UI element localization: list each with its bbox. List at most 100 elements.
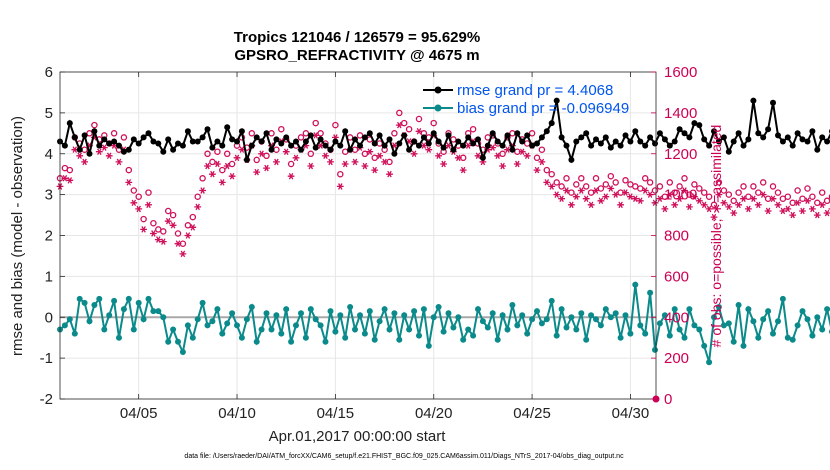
chart-title: Tropics 121046 / 126579 = 95.629%	[234, 29, 480, 46]
bias-point-86	[479, 318, 486, 325]
rmse-point-134	[715, 138, 722, 145]
rmse-point-90	[499, 142, 506, 149]
rmse-point-123	[661, 136, 668, 143]
bias-point-35	[229, 310, 236, 317]
rmse-point-62	[361, 134, 368, 141]
assimilated-point-35	[228, 172, 236, 180]
rmse-point-89	[494, 138, 501, 145]
bias-point-92	[509, 302, 516, 308]
rmse-point-88	[489, 130, 496, 137]
possible-point-123	[661, 193, 669, 200]
rmse-point-151	[799, 136, 806, 143]
assimilated-point-85	[474, 152, 482, 160]
possible-point-56	[332, 121, 339, 129]
possible-point-23	[169, 211, 177, 219]
bias-point-113	[612, 310, 619, 317]
possible-point-127	[681, 175, 688, 182]
rmse-point-98	[538, 134, 545, 141]
assimilated-point-25	[179, 250, 187, 258]
rmse-point-92	[509, 146, 516, 153]
assimilated-point-145	[769, 195, 777, 203]
rmse-point-28	[194, 138, 201, 145]
bias-point-110	[597, 322, 604, 329]
bias-point-142	[755, 334, 762, 341]
assimilated-point-55	[327, 158, 334, 166]
assimilated-point-17	[140, 226, 147, 233]
bias-point-105	[573, 326, 580, 333]
assimilated-point-18	[145, 201, 152, 209]
bias-point-53	[317, 322, 324, 329]
bias-point-22	[165, 338, 172, 345]
rmse-point-85	[475, 136, 481, 143]
possible-point-29	[199, 175, 206, 182]
rmse-point-61	[357, 142, 363, 149]
possible-point-11	[110, 130, 118, 137]
rmse-point-81	[455, 138, 462, 145]
assimilated-point-93	[513, 160, 521, 168]
rmse-point-16	[135, 140, 142, 147]
bias-point-134	[715, 304, 722, 310]
assimilated-point-153	[809, 205, 816, 213]
data-file-footer: data file: /Users/raeder/DAI/ATM_forcXX/…	[184, 453, 624, 460]
rmse-point-5	[81, 132, 88, 139]
assimilated-point-124	[666, 191, 674, 198]
assimilated-point-142	[754, 201, 762, 209]
assimilated-point-24	[174, 240, 182, 247]
bias-point-78	[440, 328, 447, 335]
rmse-point-132	[706, 142, 713, 149]
bias-point-65	[376, 318, 383, 325]
bias-point-10	[106, 312, 113, 319]
bias-point-117	[632, 281, 639, 288]
bias-point-2	[66, 316, 73, 323]
assimilated-point-97	[533, 166, 541, 174]
y-tick-label-5: 3	[45, 187, 53, 204]
assimilated-point-32	[214, 160, 221, 168]
assimilated-point-115	[622, 189, 629, 196]
rmse-point-3	[71, 134, 78, 141]
bias-point-94	[519, 312, 526, 319]
assimilated-point-130	[695, 197, 703, 205]
assimilated-point-58	[341, 160, 349, 168]
y-tick-label-2: 0	[45, 309, 53, 326]
assimilated-point-151	[799, 207, 806, 215]
assimilated-point-118	[636, 197, 644, 205]
rmse-point-11	[111, 138, 118, 145]
bias-point-144	[765, 308, 772, 315]
rmse-point-143	[760, 134, 767, 141]
possible-point-137	[730, 197, 737, 205]
rmse-point-119	[642, 142, 649, 149]
assimilated-point-113	[612, 191, 620, 198]
assimilated-point-122	[656, 195, 664, 203]
assimilated-point-64	[371, 166, 379, 174]
possible-point-156	[823, 197, 830, 205]
assimilated-point-150	[794, 199, 801, 207]
possible-point-14	[125, 166, 133, 174]
bias-point-43	[268, 326, 275, 333]
rmse-point-63	[366, 130, 373, 137]
assimilated-point-132	[705, 205, 713, 213]
rmse-point-24	[175, 140, 181, 147]
assimilated-point-79	[445, 142, 452, 149]
possible-point-154	[814, 199, 821, 207]
rmse-point-114	[617, 142, 624, 149]
possible-point-155	[818, 189, 826, 196]
possible-point-58	[341, 148, 349, 155]
rmse-point-142	[755, 130, 762, 137]
bias-point-33	[219, 330, 226, 337]
possible-point-47	[287, 160, 295, 168]
bias-point-57	[337, 312, 344, 319]
rmse-point-87	[484, 142, 491, 149]
possible-point-33	[219, 166, 226, 174]
bias-point-49	[298, 310, 304, 317]
y-axis-label: rmse and bias (model - observation)	[9, 116, 26, 356]
bias-point-137	[730, 338, 737, 345]
assimilated-point-148	[784, 205, 792, 213]
x-tick-label-3: 04/20	[415, 405, 453, 422]
bias-point-76	[430, 314, 437, 321]
possible-point-113	[612, 179, 619, 186]
bias-point-70	[401, 312, 408, 319]
possible-point-121	[651, 187, 659, 194]
rmse-point-95	[524, 132, 531, 139]
rmse-point-80	[450, 146, 457, 153]
bias-point-156	[824, 306, 830, 313]
